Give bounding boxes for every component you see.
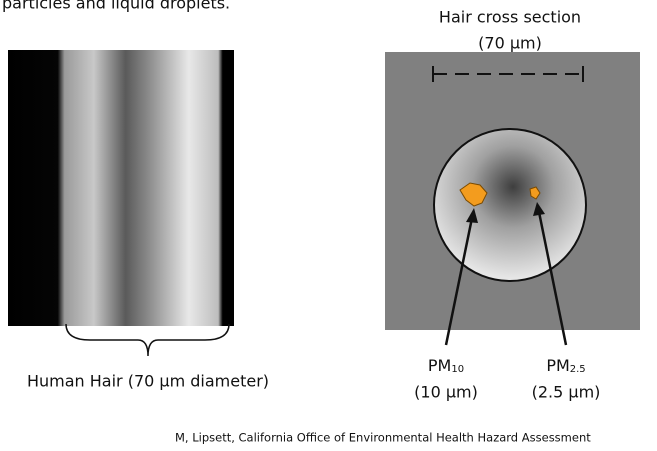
pm10-particle <box>459 182 488 207</box>
hair-image <box>8 50 234 326</box>
arrows <box>444 202 568 346</box>
pm10-label: PM10 <box>428 356 464 376</box>
pm25-particle <box>529 186 541 200</box>
brace <box>65 323 230 357</box>
pm-name: PM <box>428 356 451 375</box>
cross-title: Hair cross section <box>439 8 581 27</box>
pm-name: PM <box>546 356 569 375</box>
pm-subscript: 2.5 <box>570 364 586 375</box>
pm-subscript: 10 <box>451 364 464 375</box>
pm10-size: (10 µm) <box>414 383 478 402</box>
scale-bar <box>432 66 584 82</box>
pm25-label: PM2.5 <box>546 356 585 376</box>
cross-subtitle: (70 µm) <box>478 34 542 53</box>
pm25-size: (2.5 µm) <box>532 383 601 402</box>
credit: M, Lipsett, California Office of Environ… <box>175 431 591 445</box>
header-text: particles and liquid droplets. <box>2 0 230 13</box>
hair-caption: Human Hair (70 µm diameter) <box>27 372 269 391</box>
hair-cross-section <box>433 128 587 282</box>
